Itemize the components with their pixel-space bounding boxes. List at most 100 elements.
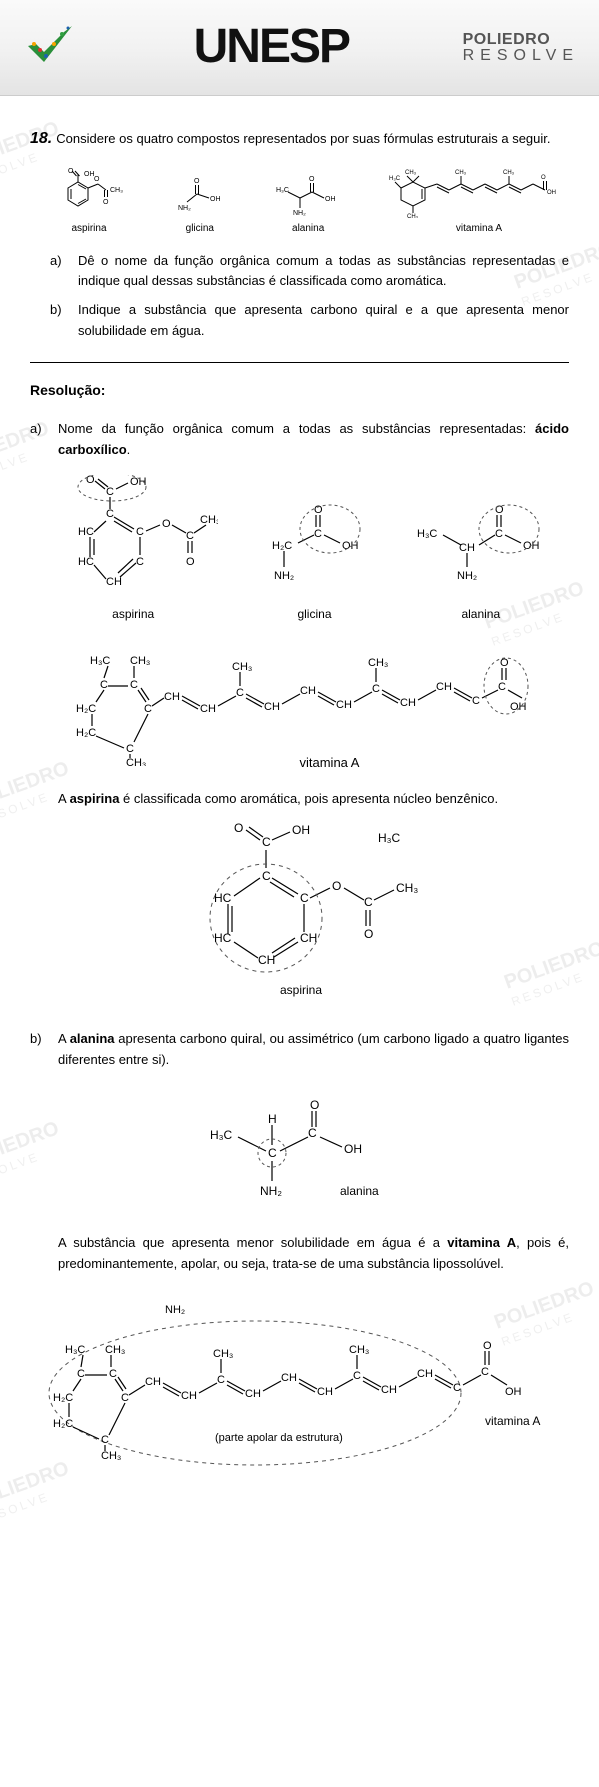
svg-text:O: O xyxy=(483,1340,492,1352)
svg-text:NH₂: NH₂ xyxy=(165,1304,185,1316)
svg-text:CH: CH xyxy=(106,576,122,588)
svg-text:O: O xyxy=(314,504,323,516)
compound-glicina: NH₂ O OH glicina xyxy=(172,168,227,237)
svg-text:C: C xyxy=(109,1368,117,1380)
svg-text:O: O xyxy=(186,556,195,568)
svg-text:OH: OH xyxy=(210,196,221,203)
svg-text:H: H xyxy=(268,1112,277,1126)
compounds-row: OH O O CH₃ O aspirina NH₂ O OH glicina xyxy=(54,166,569,237)
svg-text:CH₃: CH₃ xyxy=(101,1450,121,1462)
fig-vitamina-a-apolar: NH₂ H₃C CH₃ C C H₂C C H₂C C CH₃ xyxy=(30,1293,569,1480)
svg-text:CH₃: CH₃ xyxy=(105,1344,125,1356)
question-stem: 18.Considere os quatro compostos represe… xyxy=(30,126,569,152)
svg-text:C: C xyxy=(268,1146,277,1160)
svg-text:CH: CH xyxy=(164,691,180,703)
svg-text:C: C xyxy=(300,891,309,905)
svg-text:C: C xyxy=(100,679,108,691)
svg-text:C: C xyxy=(481,1366,489,1378)
unesp-title: UNESP xyxy=(100,9,443,86)
svg-text:HC: HC xyxy=(78,526,94,538)
svg-text:NH₂: NH₂ xyxy=(457,570,477,582)
svg-text:H₃C: H₃C xyxy=(65,1344,85,1356)
question-item-a: a) Dê o nome da função orgânica comum a … xyxy=(50,251,569,293)
apolar-note: (parte apolar da estrutura) xyxy=(215,1432,343,1444)
fig-alanina-carboxyl: H₃C CH C O OH NH₂ alanina xyxy=(411,495,551,624)
svg-text:OH: OH xyxy=(325,196,336,203)
answer-b: b) A alanina apresenta carbono quiral, o… xyxy=(30,1029,569,1071)
svg-text:O: O xyxy=(364,927,373,941)
fig-alanina-chiral: H₃C C H NH₂ C O OH alanina xyxy=(30,1085,569,1222)
answer-a: a) Nome da função orgânica comum a todas… xyxy=(30,419,569,461)
svg-text:C: C xyxy=(236,687,244,699)
svg-text:CH₃: CH₃ xyxy=(396,881,418,895)
svg-text:OH: OH xyxy=(523,540,540,552)
svg-text:NH₂: NH₂ xyxy=(274,570,294,582)
svg-text:OH: OH xyxy=(510,701,527,713)
svg-text:CH: CH xyxy=(417,1368,433,1380)
svg-text:OH: OH xyxy=(505,1386,522,1398)
alanina-chiral-caption: alanina xyxy=(340,1184,379,1198)
svg-text:NH₂: NH₂ xyxy=(260,1184,282,1198)
svg-text:NH₂: NH₂ xyxy=(293,210,306,217)
svg-text:O: O xyxy=(194,178,200,185)
aromatic-paragraph: A aspirina é classificada como aromática… xyxy=(58,789,569,810)
compound-alanina: H₃C NH₂ O OH alanina xyxy=(276,168,341,237)
svg-text:CH: CH xyxy=(459,542,475,554)
svg-text:CH: CH xyxy=(264,701,280,713)
poliedro-brand: POLIEDRO RESOLVE xyxy=(463,32,579,64)
svg-text:O: O xyxy=(234,822,243,835)
svg-text:CH: CH xyxy=(300,931,317,945)
svg-text:C: C xyxy=(136,526,144,538)
fig-glicina-carboxyl: H₂C C O OH NH₂ glicina xyxy=(254,495,374,624)
svg-text:O: O xyxy=(310,1098,319,1112)
svg-text:H₂C: H₂C xyxy=(53,1392,73,1404)
svg-text:CH₃: CH₃ xyxy=(349,1344,369,1356)
svg-text:C: C xyxy=(106,486,114,498)
svg-text:C: C xyxy=(77,1368,85,1380)
svg-text:C: C xyxy=(136,556,144,568)
svg-text:C: C xyxy=(144,703,152,715)
question-number: 18. xyxy=(30,126,52,152)
poliedro-line1: POLIEDRO xyxy=(463,32,579,48)
svg-text:H₃C: H₃C xyxy=(276,187,289,194)
page-header: UNESP POLIEDRO RESOLVE xyxy=(0,0,599,96)
svg-text:CH: CH xyxy=(381,1384,397,1396)
svg-text:CH₃: CH₃ xyxy=(232,661,252,673)
page-content: POLIEDRORESOLVE POLIEDRORESOLVE POLIEDRO… xyxy=(0,96,599,1532)
svg-text:OH: OH xyxy=(547,190,556,196)
svg-text:H₃C: H₃C xyxy=(417,528,437,540)
svg-text:CH: CH xyxy=(181,1390,197,1402)
figure-row-carboxylic: HC HC CH C C C C O xyxy=(30,475,569,624)
svg-text:C: C xyxy=(472,695,480,707)
svg-text:C: C xyxy=(364,895,373,909)
svg-text:CH₃: CH₃ xyxy=(455,170,467,176)
svg-text:CH₃: CH₃ xyxy=(368,657,388,669)
svg-text:C: C xyxy=(495,528,503,540)
svg-text:C: C xyxy=(314,528,322,540)
svg-text:H₃C: H₃C xyxy=(389,176,401,182)
svg-text:O: O xyxy=(332,879,341,893)
svg-text:CH₃: CH₃ xyxy=(503,170,515,176)
fig-vitamina-a-carboxyl: H₃C CH₃ C C H₂C C H₂C C CH₃ CH xyxy=(30,636,569,774)
svg-text:CH: CH xyxy=(258,953,275,967)
svg-text:C: C xyxy=(372,683,380,695)
svg-text:H₂C: H₂C xyxy=(76,727,96,739)
svg-text:CH: CH xyxy=(245,1388,261,1400)
svg-text:C: C xyxy=(121,1392,129,1404)
vitamina-a-apolar-caption: vitamina A xyxy=(485,1414,540,1428)
svg-text:H₂C: H₂C xyxy=(53,1418,73,1430)
aspirina-caption-2: aspirina xyxy=(280,983,322,997)
poliedro-line2: RESOLVE xyxy=(463,48,579,64)
svg-text:O: O xyxy=(94,176,100,183)
svg-text:CH: CH xyxy=(436,681,452,693)
svg-text:C: C xyxy=(453,1382,461,1394)
svg-text:C: C xyxy=(101,1434,109,1446)
svg-text:CH: CH xyxy=(300,685,316,697)
svg-text:C: C xyxy=(217,1374,225,1386)
svg-text:CH₃: CH₃ xyxy=(126,757,146,766)
svg-text:CH: CH xyxy=(400,697,416,709)
solubility-paragraph: A substância que apresenta menor solubil… xyxy=(58,1233,569,1275)
svg-text:OH: OH xyxy=(344,1142,362,1156)
svg-text:CH₃: CH₃ xyxy=(130,655,150,667)
svg-text:CH₃: CH₃ xyxy=(213,1348,233,1360)
